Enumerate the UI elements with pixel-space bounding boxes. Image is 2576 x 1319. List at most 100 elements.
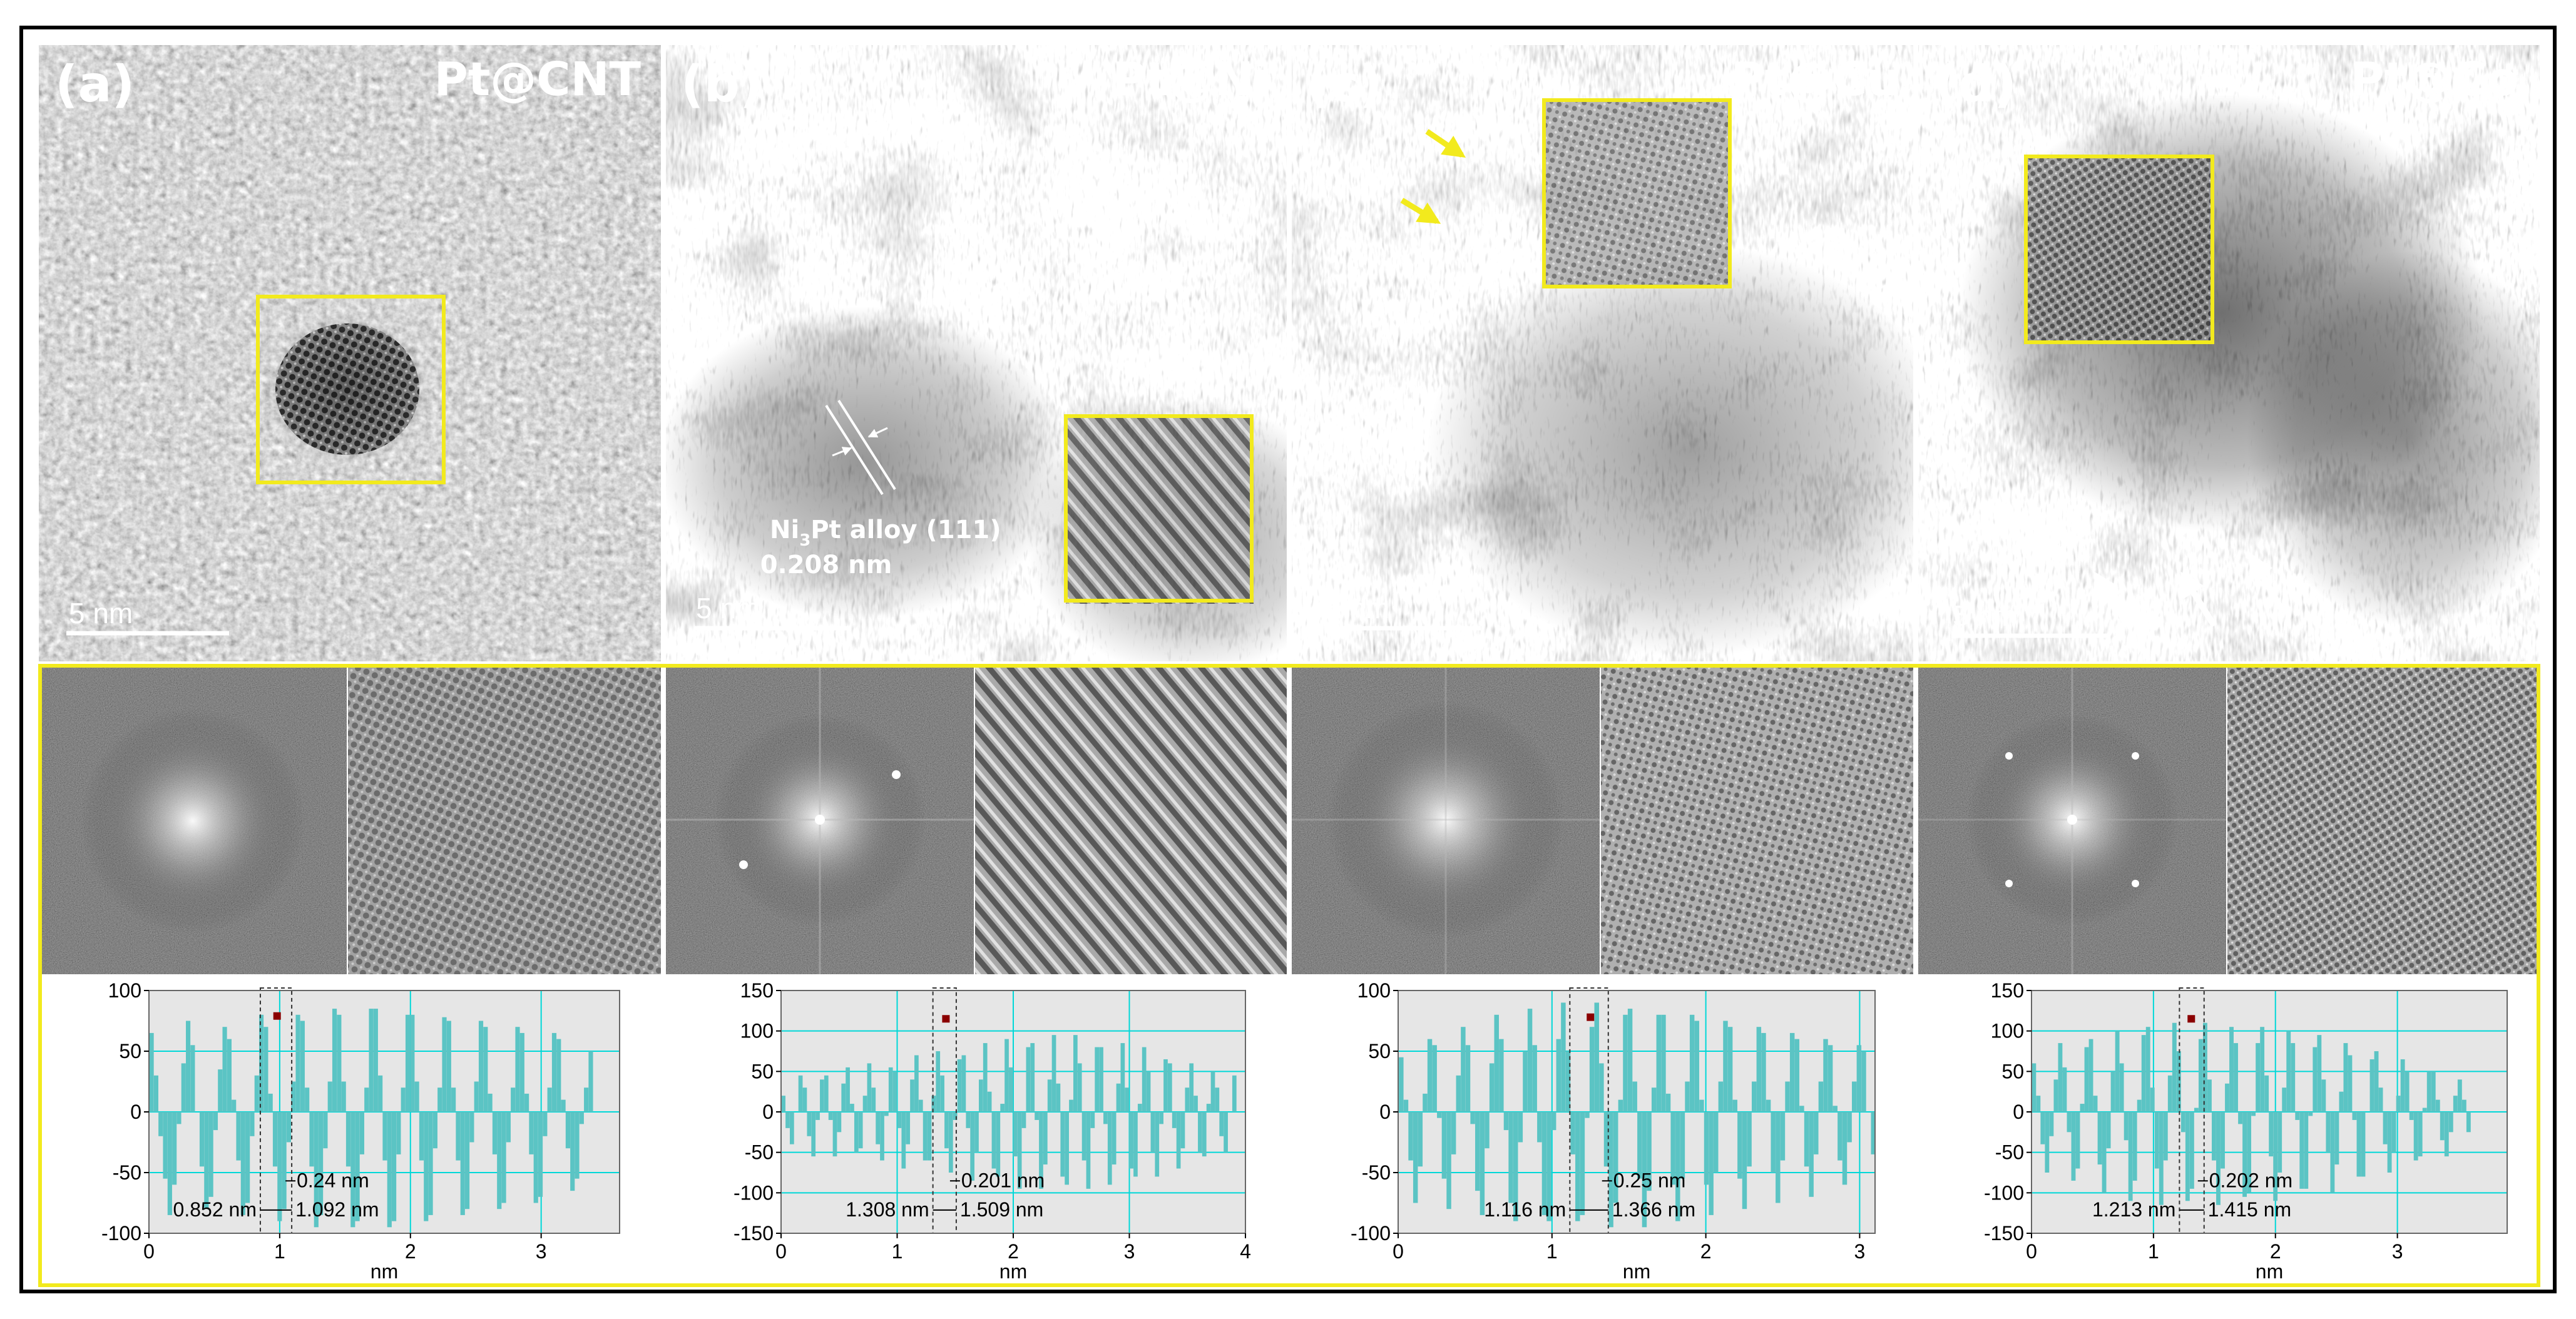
- arrow-icon: [2249, 553, 2286, 614]
- bar: [2145, 1027, 2150, 1112]
- bar: [561, 1099, 566, 1112]
- bar: [936, 1051, 941, 1112]
- bar: [1004, 1039, 1009, 1112]
- bar: [987, 1091, 992, 1112]
- y-tick-label: 0: [2013, 1101, 2024, 1123]
- bar: [456, 1112, 461, 1161]
- bar: [2444, 1112, 2449, 1157]
- bar: [1051, 1035, 1056, 1112]
- bar: [1761, 1032, 1766, 1112]
- svg-text:5 nm: 5 nm: [1953, 599, 2016, 632]
- bar: [2405, 1071, 2410, 1112]
- bar: [888, 1067, 893, 1112]
- bar: [1585, 1112, 1590, 1118]
- bar: [2247, 1112, 2252, 1193]
- panel-letter-c: (c): [1307, 55, 1383, 113]
- bar: [2426, 1071, 2431, 1112]
- bar: [1632, 1081, 1637, 1112]
- ifft-image-d: [2227, 668, 2540, 974]
- tem-image-a: [39, 45, 661, 661]
- bar: [519, 1032, 524, 1112]
- bar: [1129, 1112, 1133, 1169]
- bar: [305, 1087, 310, 1112]
- bar: [1818, 1081, 1824, 1112]
- bar: [2260, 1027, 2265, 1112]
- bar: [149, 1032, 154, 1112]
- bar: [1656, 1014, 1662, 1112]
- bar: [1099, 1047, 1103, 1112]
- tem-image-c: [1292, 45, 1913, 661]
- bar: [2440, 1112, 2445, 1141]
- bar: [263, 1027, 268, 1112]
- roi-box-c: [1542, 98, 1732, 288]
- bar: [927, 1112, 932, 1161]
- arrow-icon: [1425, 129, 1466, 158]
- yellow-analysis-frame: [38, 664, 2540, 1287]
- bar: [190, 1045, 195, 1112]
- bar: [1189, 1063, 1194, 1112]
- bar: [1613, 1112, 1618, 1203]
- bar: [2321, 1079, 2326, 1112]
- bar: [392, 1112, 397, 1221]
- bar: [332, 1009, 337, 1112]
- bar: [1771, 1112, 1776, 1173]
- bar: [1794, 1039, 1800, 1112]
- bar: [837, 1112, 842, 1133]
- y-tick-label: 150: [740, 979, 774, 1002]
- bar: [497, 1112, 502, 1210]
- bar: [258, 1014, 264, 1112]
- tem-image-b: [666, 45, 1287, 661]
- x-tick-label: 3: [1124, 1240, 1135, 1263]
- bar: [460, 1112, 465, 1215]
- x-axis-label: nm: [371, 1260, 398, 1283]
- bar: [918, 1099, 923, 1112]
- bar: [1210, 1071, 1215, 1112]
- x-tick-label: 2: [405, 1240, 416, 1263]
- bar: [2330, 1112, 2335, 1193]
- peak-marker: [2187, 1015, 2195, 1023]
- svg-text:5 nm: 5 nm: [696, 592, 760, 624]
- bar: [1047, 1079, 1052, 1112]
- ifft-image-c: [1601, 668, 1913, 974]
- bar: [871, 1087, 876, 1112]
- bar: [272, 1112, 278, 1167]
- bar: [828, 1112, 833, 1120]
- bar: [876, 1112, 881, 1144]
- lattice-spacing-b: 0.208 nm: [760, 551, 892, 579]
- bar: [1000, 1104, 1005, 1112]
- bar: [2461, 1099, 2466, 1112]
- bar: [1832, 1106, 1837, 1112]
- bar: [1537, 1112, 1542, 1143]
- bar: [1623, 1014, 1628, 1112]
- bar: [2045, 1112, 2050, 1173]
- bar: [2291, 1043, 2296, 1112]
- y-tick-label: -150: [1984, 1222, 2024, 1245]
- bar: [387, 1112, 392, 1228]
- bar: [1847, 1112, 1852, 1143]
- bar: [1852, 1081, 1857, 1112]
- bar: [1206, 1104, 1211, 1112]
- bar: [1570, 1112, 1575, 1154]
- bar: [2282, 1087, 2287, 1112]
- bar: [2141, 1035, 2146, 1112]
- bar: [798, 1075, 803, 1112]
- bar: [1043, 1112, 1048, 1165]
- bar: [2299, 1112, 2304, 1189]
- peak-marker: [1587, 1013, 1595, 1021]
- bar: [2176, 1051, 2181, 1112]
- bar: [529, 1112, 534, 1154]
- bar: [1785, 1081, 1790, 1112]
- bar: [2374, 1051, 2379, 1112]
- y-tick-label: 50: [119, 1040, 141, 1062]
- profile-chart-c: -100 -50 0 50 100 0 1 2 3 nm 0.25 nm 1.116 nm 1.366 …: [1351, 979, 1876, 1283]
- bar: [2207, 1079, 2212, 1112]
- bar: [1403, 1099, 1409, 1112]
- bar: [176, 1112, 181, 1124]
- bar: [314, 1112, 319, 1228]
- bar: [2448, 1112, 2453, 1133]
- bar: [1432, 1045, 1437, 1112]
- bar: [2053, 1079, 2058, 1112]
- bar: [1699, 1099, 1704, 1112]
- bar: [172, 1112, 177, 1185]
- bar: [410, 1014, 415, 1112]
